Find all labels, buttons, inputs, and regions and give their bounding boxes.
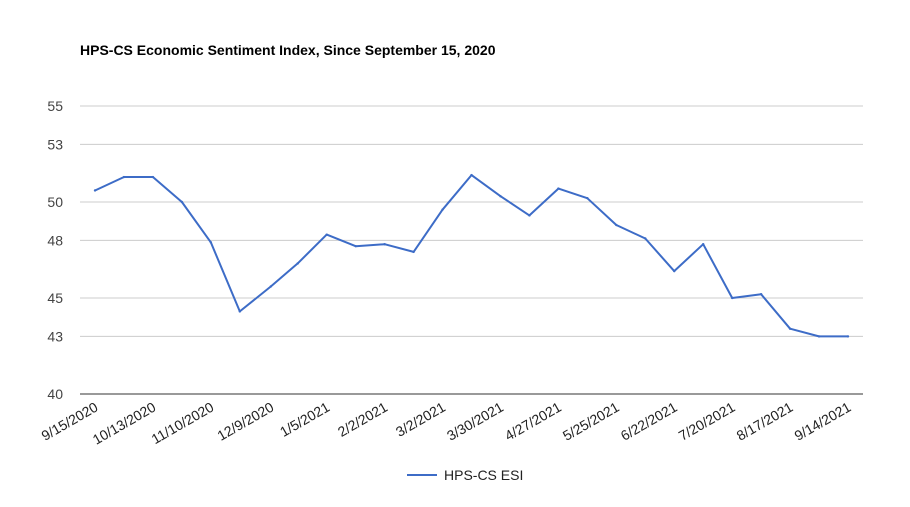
- data-point: [817, 335, 821, 338]
- data-point: [701, 243, 705, 246]
- data-point: [180, 200, 184, 204]
- x-tick-label: 7/20/2021: [676, 399, 738, 444]
- data-point: [586, 196, 589, 200]
- legend: HPS-CS ESI: [407, 467, 523, 483]
- x-tick-label: 4/27/2021: [502, 399, 564, 444]
- x-tick-label: 10/13/2020: [90, 399, 159, 448]
- data-point: [615, 223, 618, 227]
- data-point: [93, 189, 97, 192]
- legend-label: HPS-CS ESI: [444, 467, 523, 483]
- x-tick-label: 6/22/2021: [618, 399, 680, 444]
- x-tick-label: 5/25/2021: [560, 399, 622, 444]
- x-tick-label: 1/5/2021: [277, 399, 332, 440]
- y-tick-label: 48: [47, 232, 63, 248]
- data-point: [788, 327, 792, 330]
- data-point: [269, 285, 273, 288]
- y-tick-label: 53: [47, 136, 63, 152]
- data-point: [730, 296, 734, 300]
- data-point: [846, 335, 850, 338]
- gridlines: [80, 105, 863, 395]
- data-point: [122, 175, 126, 179]
- x-tick-label: 3/2/2021: [393, 399, 448, 440]
- y-tick-label: 55: [47, 98, 63, 114]
- x-tick-label: 11/10/2020: [149, 399, 217, 447]
- data-point: [759, 292, 763, 296]
- data-point: [209, 241, 213, 244]
- chart-title: HPS-CS Economic Sentiment Index, Since S…: [80, 42, 496, 58]
- data-point: [470, 173, 473, 177]
- data-point: [412, 250, 415, 254]
- series-layer: [93, 173, 850, 338]
- data-point: [644, 237, 647, 240]
- data-point: [354, 244, 357, 248]
- y-tick-label: 45: [47, 290, 63, 306]
- data-point: [673, 269, 676, 273]
- data-point: [325, 233, 328, 236]
- data-point: [151, 175, 155, 179]
- data-point: [528, 214, 531, 217]
- series-line: [94, 174, 848, 338]
- data-point: [557, 187, 560, 190]
- y-tick-label: 43: [47, 328, 63, 344]
- y-tick-label: 40: [47, 386, 63, 402]
- data-point: [383, 243, 386, 246]
- x-tick-label: 8/17/2021: [734, 399, 796, 444]
- y-axis: 40 43 45 48 50 53 55: [47, 98, 63, 402]
- x-tick-label: 12/9/2020: [214, 399, 276, 444]
- data-point: [441, 208, 444, 211]
- x-tick-label: 9/14/2021: [792, 399, 854, 444]
- y-tick-label: 50: [47, 194, 63, 210]
- data-point: [296, 262, 299, 265]
- x-tick-label: 2/2/2021: [335, 399, 390, 440]
- x-tick-label: 3/30/2021: [444, 399, 506, 444]
- data-point: [499, 195, 502, 198]
- data-point: [238, 310, 242, 313]
